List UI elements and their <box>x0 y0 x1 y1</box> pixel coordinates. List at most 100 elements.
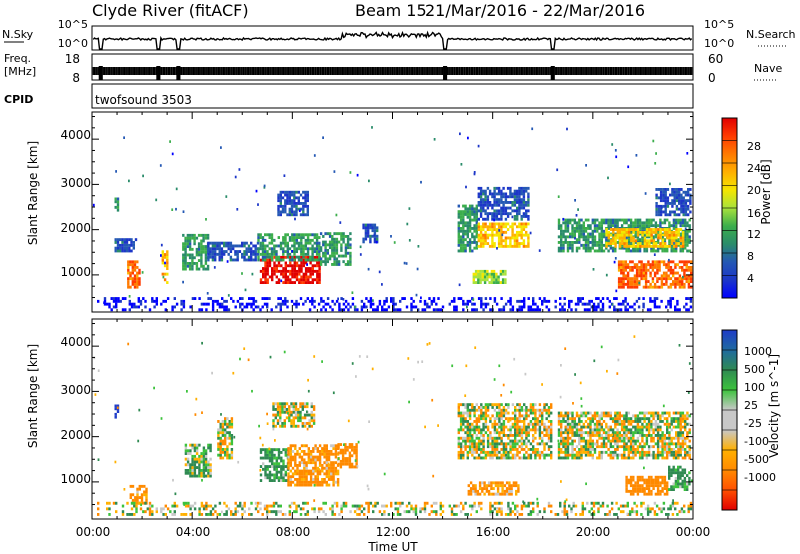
power-cell <box>633 266 637 269</box>
velocity-cell <box>273 479 276 482</box>
power-cell <box>132 246 135 250</box>
power-cell <box>376 305 379 309</box>
power-cell <box>684 218 687 222</box>
power-cell <box>261 236 265 239</box>
velocity-cell <box>489 456 492 460</box>
power-cell <box>479 209 483 213</box>
power-cell <box>362 226 365 230</box>
power-cell <box>376 234 379 238</box>
noise-sky-line <box>92 30 693 50</box>
velocity-cell <box>195 443 199 447</box>
power-cell <box>677 228 680 231</box>
velocity-cell <box>516 450 519 454</box>
power-cell <box>295 299 298 303</box>
power-cell <box>128 299 131 303</box>
power-cell <box>491 215 494 218</box>
velocity-cell <box>482 456 485 460</box>
velocity-cell <box>498 414 501 418</box>
velocity-cell <box>348 465 352 469</box>
power-cell <box>281 196 285 200</box>
power-cell <box>662 193 665 197</box>
power-cell <box>616 221 619 225</box>
power-cell <box>286 244 289 248</box>
power-cell <box>664 190 667 194</box>
velocity-cell <box>457 453 460 457</box>
power-cell <box>333 246 336 250</box>
power-cell <box>566 218 570 222</box>
power-cell <box>670 233 674 237</box>
power-colorbar-label: Power [dB] <box>759 159 773 224</box>
power-cell <box>225 244 228 248</box>
power-cell <box>650 249 653 253</box>
velocity-cell <box>226 422 229 426</box>
power-cell <box>300 252 303 256</box>
velocity-cell <box>294 472 297 476</box>
power-cell <box>520 215 523 218</box>
power-cell <box>304 278 308 282</box>
power-cell <box>672 249 676 253</box>
power-cell <box>520 222 523 226</box>
velocity-cell <box>230 422 234 426</box>
power-cell <box>684 213 688 217</box>
power-cell <box>289 255 292 259</box>
power-cell <box>616 236 619 240</box>
power-cell <box>331 243 334 247</box>
velocity-cell <box>457 414 460 418</box>
power-cell <box>664 228 667 231</box>
power-cell <box>477 225 480 229</box>
power-cell <box>282 281 285 284</box>
power-cell <box>571 227 574 230</box>
power-cell <box>282 250 285 253</box>
power-cell <box>328 254 332 258</box>
velocity-cell <box>527 428 530 432</box>
power-cell <box>127 263 130 267</box>
power-cell <box>566 243 570 247</box>
velocity-cell <box>134 496 137 499</box>
velocity-cell <box>129 493 132 497</box>
power-cell <box>256 241 260 245</box>
power-cell <box>459 243 463 247</box>
velocity-cell <box>520 420 524 423</box>
velocity-cell <box>264 470 267 474</box>
power-cell <box>609 239 613 243</box>
velocity-cell <box>287 480 290 484</box>
power-cell <box>322 299 325 303</box>
velocity-cell <box>523 420 526 423</box>
velocity-cell <box>325 455 328 459</box>
power-cell <box>629 268 632 272</box>
velocity-cell <box>226 450 229 454</box>
velocity-cell <box>310 405 313 409</box>
power-cell <box>605 221 608 225</box>
velocity-cell <box>143 484 146 488</box>
power-cell <box>273 244 276 248</box>
power-cell <box>286 247 289 251</box>
power-cell <box>663 249 667 253</box>
velocity-cell <box>475 456 478 460</box>
power-cell <box>624 299 627 303</box>
power-cell <box>229 247 233 251</box>
power-cell <box>373 226 377 230</box>
power-cell <box>473 215 476 219</box>
velocity-cell <box>495 442 499 446</box>
power-cell <box>195 253 199 257</box>
power-cell <box>497 275 500 279</box>
power-cell <box>620 224 624 228</box>
power-cell <box>566 224 570 228</box>
velocity-cell <box>290 419 293 423</box>
velocity-cell <box>193 457 197 461</box>
power-cell <box>676 271 679 275</box>
power-cell <box>651 280 655 283</box>
power-cell <box>486 206 490 210</box>
power-cell <box>618 218 621 222</box>
power-cell <box>193 239 196 243</box>
power-cell <box>479 192 483 196</box>
velocity-cell <box>300 472 304 476</box>
velocity-cell <box>509 448 512 451</box>
power-cell <box>245 247 248 251</box>
nsky-tick-min: 10^0 <box>58 37 88 50</box>
power-cell <box>688 241 691 244</box>
power-cell <box>329 305 332 309</box>
power-cell <box>137 305 140 309</box>
power-cell <box>477 195 480 199</box>
power-cell <box>683 263 686 267</box>
